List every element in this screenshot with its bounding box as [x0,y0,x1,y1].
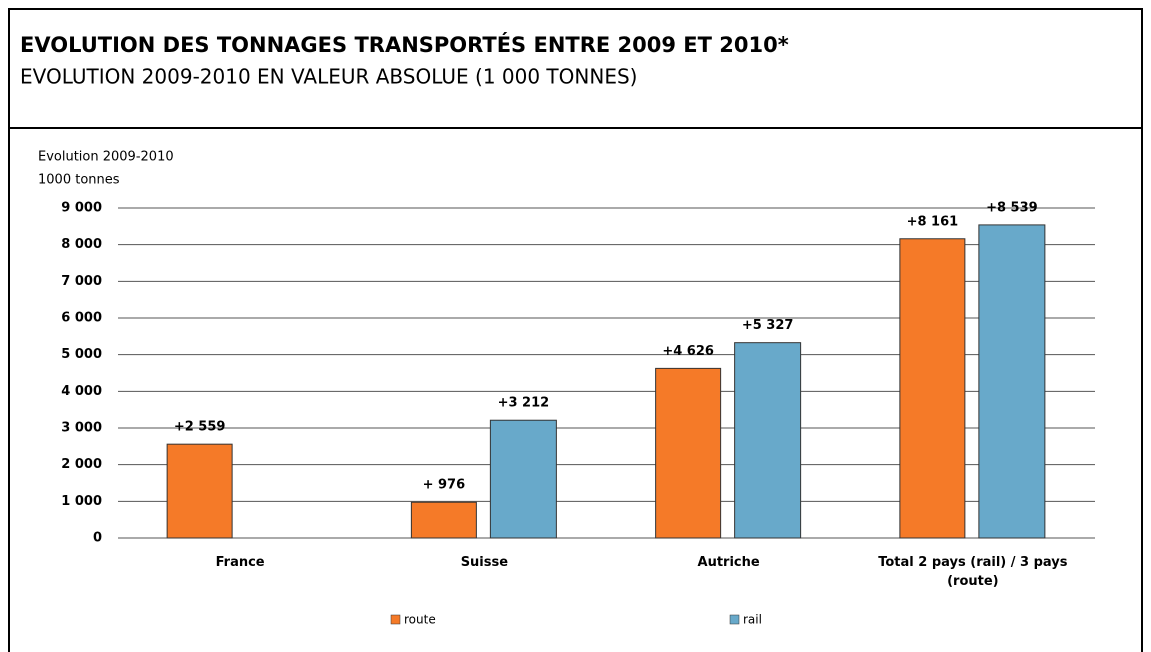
legend-label: route [404,613,436,627]
y-tick-label: 4 000 [61,384,102,399]
value-label: +8 539 [986,200,1038,215]
y-tick-label: 0 [93,531,102,546]
bar [899,238,966,539]
x-tick-label-box: France [215,555,265,570]
value-label: +5 327 [742,318,794,333]
x-tick-label: Total 2 pays (rail) / 3 pays (route) [878,555,1068,589]
x-tick-label-box: Suisse [460,555,509,570]
legend-swatch [390,614,401,625]
y-tick-label: 7 000 [61,274,102,289]
value-label: +3 212 [498,396,550,411]
y-tick-label: 6 000 [61,311,102,326]
y-tick-label: 8 000 [61,237,102,252]
title: EVOLUTION DES TONNAGES TRANSPORTÉS ENTRE… [20,32,789,57]
bar [489,419,557,539]
value-label: +4 626 [662,344,714,359]
x-tick-label: Autriche [697,555,760,570]
y-tick-label: 9 000 [61,201,102,216]
bar [978,224,1046,539]
bar [734,342,802,539]
y-axis-label: 1000 tonnes [38,173,120,188]
y-tick-label: 5 000 [61,347,102,362]
y-tick-label: 2 000 [61,457,102,472]
bar [410,501,477,539]
y-axis-label: Evolution 2009-2010 [38,150,174,165]
value-label: + 976 [423,478,466,493]
subtitle: EVOLUTION 2009-2010 EN VALEUR ABSOLUE (1… [20,65,637,89]
y-tick-label: 1 000 [61,494,102,509]
x-tick-label-box: Autriche [697,555,760,570]
value-label: +8 161 [907,214,959,229]
legend-label: rail [743,613,762,627]
bar [655,367,722,539]
frame [8,8,1143,652]
value-label: +2 559 [174,420,226,435]
y-tick-label: 3 000 [61,421,102,436]
x-tick-label: Suisse [460,555,509,570]
x-tick-label-box: Total 2 pays (rail) / 3 pays (route) [878,555,1068,589]
bar [166,443,233,539]
legend-swatch [729,614,740,625]
x-tick-label: France [215,555,265,570]
